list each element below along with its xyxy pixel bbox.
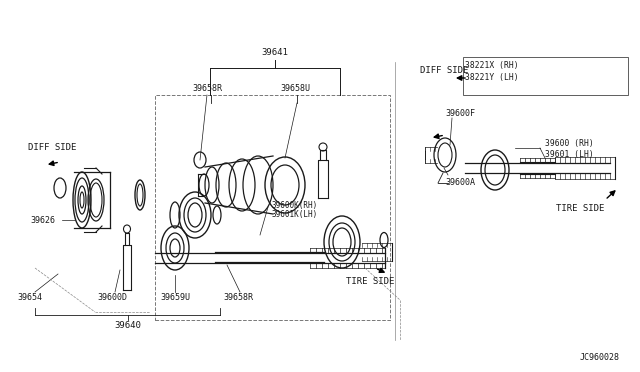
Text: 39626: 39626 (30, 215, 55, 224)
Text: 39600K(RH): 39600K(RH) (272, 201, 318, 209)
Text: 39658R: 39658R (192, 83, 222, 93)
Text: JC960028: JC960028 (580, 353, 620, 362)
Text: 39600D: 39600D (97, 294, 127, 302)
Bar (155, 95, 390, 320)
Text: 39601 (LH): 39601 (LH) (545, 150, 594, 158)
Text: 39659U: 39659U (160, 294, 190, 302)
Text: 39600F: 39600F (445, 109, 475, 118)
Text: 39600A: 39600A (445, 177, 475, 186)
Text: TIRE SIDE: TIRE SIDE (556, 203, 604, 212)
Text: 39658U: 39658U (280, 83, 310, 93)
Text: DIFF SIDE: DIFF SIDE (420, 65, 468, 74)
Text: 39654: 39654 (17, 294, 42, 302)
Text: 38221X (RH): 38221X (RH) (465, 61, 518, 70)
Text: 38221Y (LH): 38221Y (LH) (465, 73, 518, 81)
Text: 39601K(LH): 39601K(LH) (272, 209, 318, 218)
Text: 39600 (RH): 39600 (RH) (545, 138, 594, 148)
Text: 39640: 39640 (115, 321, 141, 330)
Text: DIFF SIDE: DIFF SIDE (28, 142, 76, 151)
Text: 39658R: 39658R (223, 294, 253, 302)
Text: TIRE SIDE: TIRE SIDE (346, 278, 394, 286)
Text: 39641: 39641 (262, 48, 289, 57)
Bar (463, 57, 628, 95)
